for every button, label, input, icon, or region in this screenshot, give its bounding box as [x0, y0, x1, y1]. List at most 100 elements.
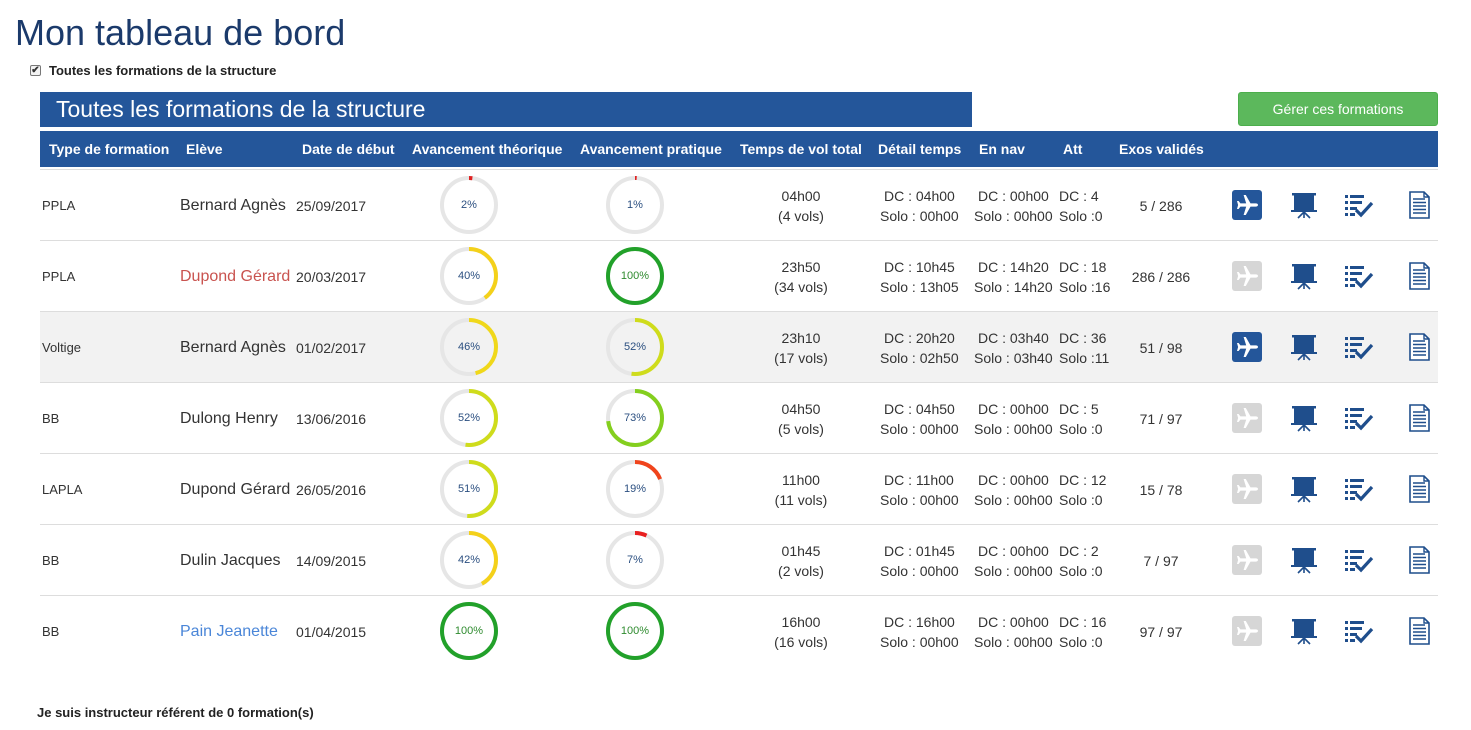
- whiteboard-icon[interactable]: [1288, 189, 1320, 221]
- student-name[interactable]: Bernard Agnès: [180, 338, 286, 356]
- airplane-icon[interactable]: [1231, 473, 1263, 505]
- att-solo: Solo :11: [1059, 349, 1110, 366]
- checklist-icon[interactable]: [1342, 615, 1374, 647]
- col-header-practice[interactable]: Avancement pratique: [580, 141, 722, 157]
- student-name[interactable]: Dulin Jacques: [180, 551, 281, 569]
- practice-progress-ring: 52%: [605, 317, 665, 377]
- scope-checkbox-label: Toutes les formations de la structure: [49, 63, 277, 78]
- flight-count: (2 vols): [778, 562, 824, 579]
- nav-time: DC : 00h00 Solo : 00h00: [974, 596, 1053, 667]
- student-name[interactable]: Dupond Gérard: [180, 480, 291, 498]
- detail-solo: Solo : 00h00: [880, 562, 959, 579]
- section-title: Toutes les formations de la structure: [40, 92, 972, 127]
- practice-progress-ring: 100%: [605, 246, 665, 306]
- start-date: 26/05/2016: [296, 481, 367, 498]
- checkbox-check-icon[interactable]: ✔: [30, 64, 41, 76]
- col-header-type[interactable]: Type de formation: [49, 141, 170, 157]
- col-header-flight-time[interactable]: Temps de vol total: [740, 141, 862, 157]
- flight-time-value: 23h10: [781, 329, 821, 346]
- nav-time: DC : 00h00 Solo : 00h00: [974, 170, 1053, 241]
- checklist-icon[interactable]: [1342, 189, 1374, 221]
- document-icon[interactable]: [1403, 473, 1435, 505]
- manage-trainings-button[interactable]: Gérer ces formations: [1238, 92, 1438, 126]
- col-header-nav[interactable]: En nav: [979, 141, 1025, 157]
- theory-progress-label: 51%: [457, 483, 481, 495]
- theory-progress-ring: 52%: [439, 388, 499, 448]
- airplane-icon[interactable]: [1231, 615, 1263, 647]
- nav-solo: Solo : 00h00: [974, 633, 1053, 650]
- total-flight-time: 16h00 (16 vols): [740, 596, 862, 667]
- flight-time-value: 23h50: [781, 258, 821, 275]
- checklist-icon[interactable]: [1342, 402, 1374, 434]
- document-icon[interactable]: [1403, 615, 1435, 647]
- detail-solo: Solo : 00h00: [880, 420, 959, 437]
- student-name[interactable]: Bernard Agnès: [180, 196, 286, 214]
- theory-progress-label: 42%: [457, 554, 481, 566]
- nav-dc: DC : 00h00: [978, 613, 1049, 630]
- flight-time-value: 04h00: [781, 187, 821, 204]
- col-header-detail[interactable]: Détail temps: [878, 141, 962, 157]
- start-date: 13/06/2016: [296, 410, 367, 427]
- student-name[interactable]: Dupond Gérard: [180, 267, 291, 285]
- table-row: PPLA Bernard Agnès 25/09/2017 2% 1% 04h0…: [40, 169, 1438, 240]
- detail-solo: Solo : 02h50: [880, 349, 959, 366]
- practice-progress-label: 73%: [623, 412, 647, 424]
- training-type: LAPLA: [42, 482, 83, 497]
- checklist-icon[interactable]: [1342, 544, 1374, 576]
- student-name[interactable]: Dulong Henry: [180, 409, 278, 427]
- nav-solo: Solo : 03h40: [974, 349, 1053, 366]
- practice-progress-ring: 19%: [605, 459, 665, 519]
- airplane-icon[interactable]: [1231, 189, 1263, 221]
- detail-dc: DC : 11h00: [884, 471, 954, 488]
- landings: DC : 5 Solo :0: [1059, 383, 1103, 454]
- whiteboard-icon[interactable]: [1288, 331, 1320, 363]
- time-detail: DC : 04h00 Solo : 00h00: [880, 170, 959, 241]
- whiteboard-icon[interactable]: [1288, 544, 1320, 576]
- document-icon[interactable]: [1403, 260, 1435, 292]
- flight-time-value: 01h45: [781, 542, 821, 559]
- checklist-icon[interactable]: [1342, 331, 1374, 363]
- checklist-icon[interactable]: [1342, 473, 1374, 505]
- document-icon[interactable]: [1403, 331, 1435, 363]
- time-detail: DC : 04h50 Solo : 00h00: [880, 383, 959, 454]
- col-header-att[interactable]: Att: [1063, 141, 1083, 157]
- col-header-theory[interactable]: Avancement théorique: [412, 141, 563, 157]
- practice-progress-ring: 1%: [605, 175, 665, 235]
- airplane-icon[interactable]: [1231, 544, 1263, 576]
- nav-dc: DC : 00h00: [978, 400, 1049, 417]
- airplane-icon[interactable]: [1231, 260, 1263, 292]
- flight-time-value: 11h00: [782, 471, 820, 488]
- time-detail: DC : 10h45 Solo : 13h05: [880, 241, 959, 312]
- col-header-student[interactable]: Elève: [186, 141, 223, 157]
- airplane-icon[interactable]: [1231, 331, 1263, 363]
- student-name[interactable]: Pain Jeanette: [180, 622, 278, 640]
- whiteboard-icon[interactable]: [1288, 402, 1320, 434]
- flight-count: (4 vols): [778, 207, 824, 224]
- practice-progress-label: 100%: [620, 625, 650, 637]
- referent-note: Je suis instructeur référent de 0 format…: [37, 705, 314, 720]
- whiteboard-icon[interactable]: [1288, 473, 1320, 505]
- nav-dc: DC : 14h20: [978, 258, 1049, 275]
- col-header-start[interactable]: Date de début: [302, 141, 395, 157]
- total-flight-time: 23h50 (34 vols): [740, 241, 862, 312]
- table-row: LAPLA Dupond Gérard 26/05/2016 51% 19% 1…: [40, 453, 1438, 524]
- practice-progress-label: 52%: [623, 341, 647, 353]
- document-icon[interactable]: [1403, 402, 1435, 434]
- whiteboard-icon[interactable]: [1288, 615, 1320, 647]
- detail-solo: Solo : 13h05: [880, 278, 959, 295]
- col-header-exos[interactable]: Exos validés: [1119, 141, 1204, 157]
- total-flight-time: 23h10 (17 vols): [740, 312, 862, 383]
- detail-dc: DC : 20h20: [884, 329, 955, 346]
- airplane-icon[interactable]: [1231, 402, 1263, 434]
- checklist-icon[interactable]: [1342, 260, 1374, 292]
- training-type: PPLA: [42, 269, 76, 284]
- theory-progress-ring: 100%: [439, 601, 499, 661]
- scope-checkbox[interactable]: ✔ Toutes les formations de la structure: [30, 63, 276, 78]
- nav-dc: DC : 00h00: [978, 542, 1049, 559]
- detail-solo: Solo : 00h00: [880, 207, 959, 224]
- document-icon[interactable]: [1403, 189, 1435, 221]
- whiteboard-icon[interactable]: [1288, 260, 1320, 292]
- document-icon[interactable]: [1403, 544, 1435, 576]
- table-row: BB Dulin Jacques 14/09/2015 42% 7% 01h45…: [40, 524, 1438, 595]
- att-dc: DC : 12: [1059, 471, 1107, 488]
